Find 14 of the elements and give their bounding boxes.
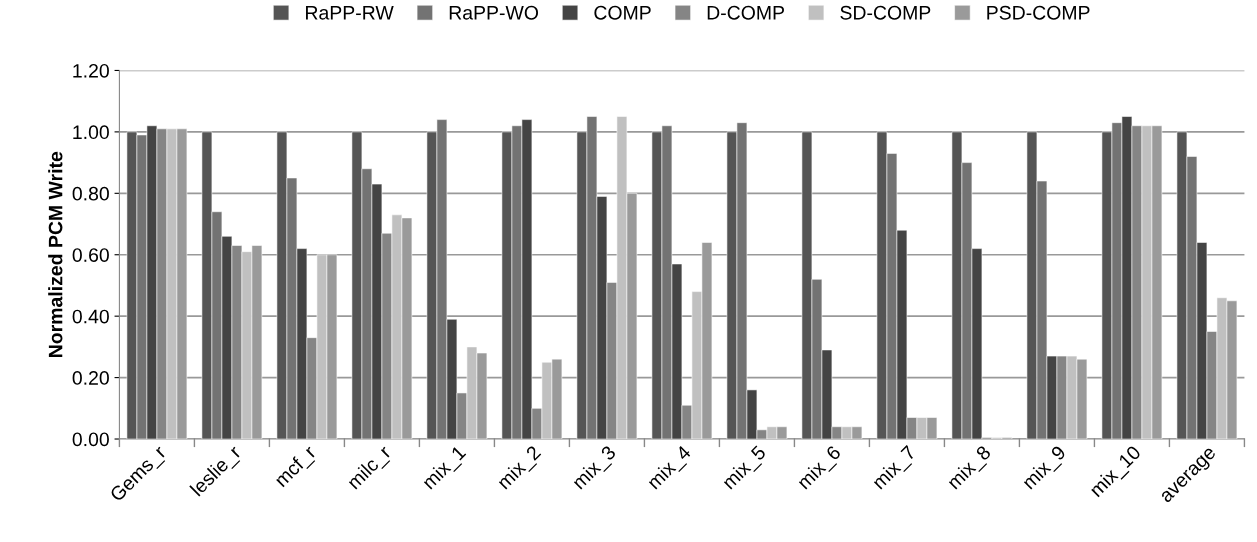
legend-label: RaPP-RW [306, 6, 394, 20]
legend-label: RaPP-WO [449, 5, 539, 20]
y-tick-label: 1.20 [73, 63, 109, 78]
legend-label: COMP [594, 5, 651, 20]
legend-label: D-COMP [707, 5, 784, 20]
y-tick-label: 1.00 [73, 125, 109, 140]
legend-label: SD-COMP [840, 5, 931, 20]
y-tick-label: 0.00 [72, 432, 109, 447]
legend-label: PSD-COMP [987, 5, 1090, 20]
y-tick-label: 0.80 [72, 186, 109, 201]
y-tick-label: 0.20 [72, 371, 109, 385]
y-axis-title: Normalized PCM Write [48, 151, 63, 357]
y-tick-label: 0.60 [72, 248, 109, 262]
y-tick-label: 0.40 [72, 309, 109, 324]
